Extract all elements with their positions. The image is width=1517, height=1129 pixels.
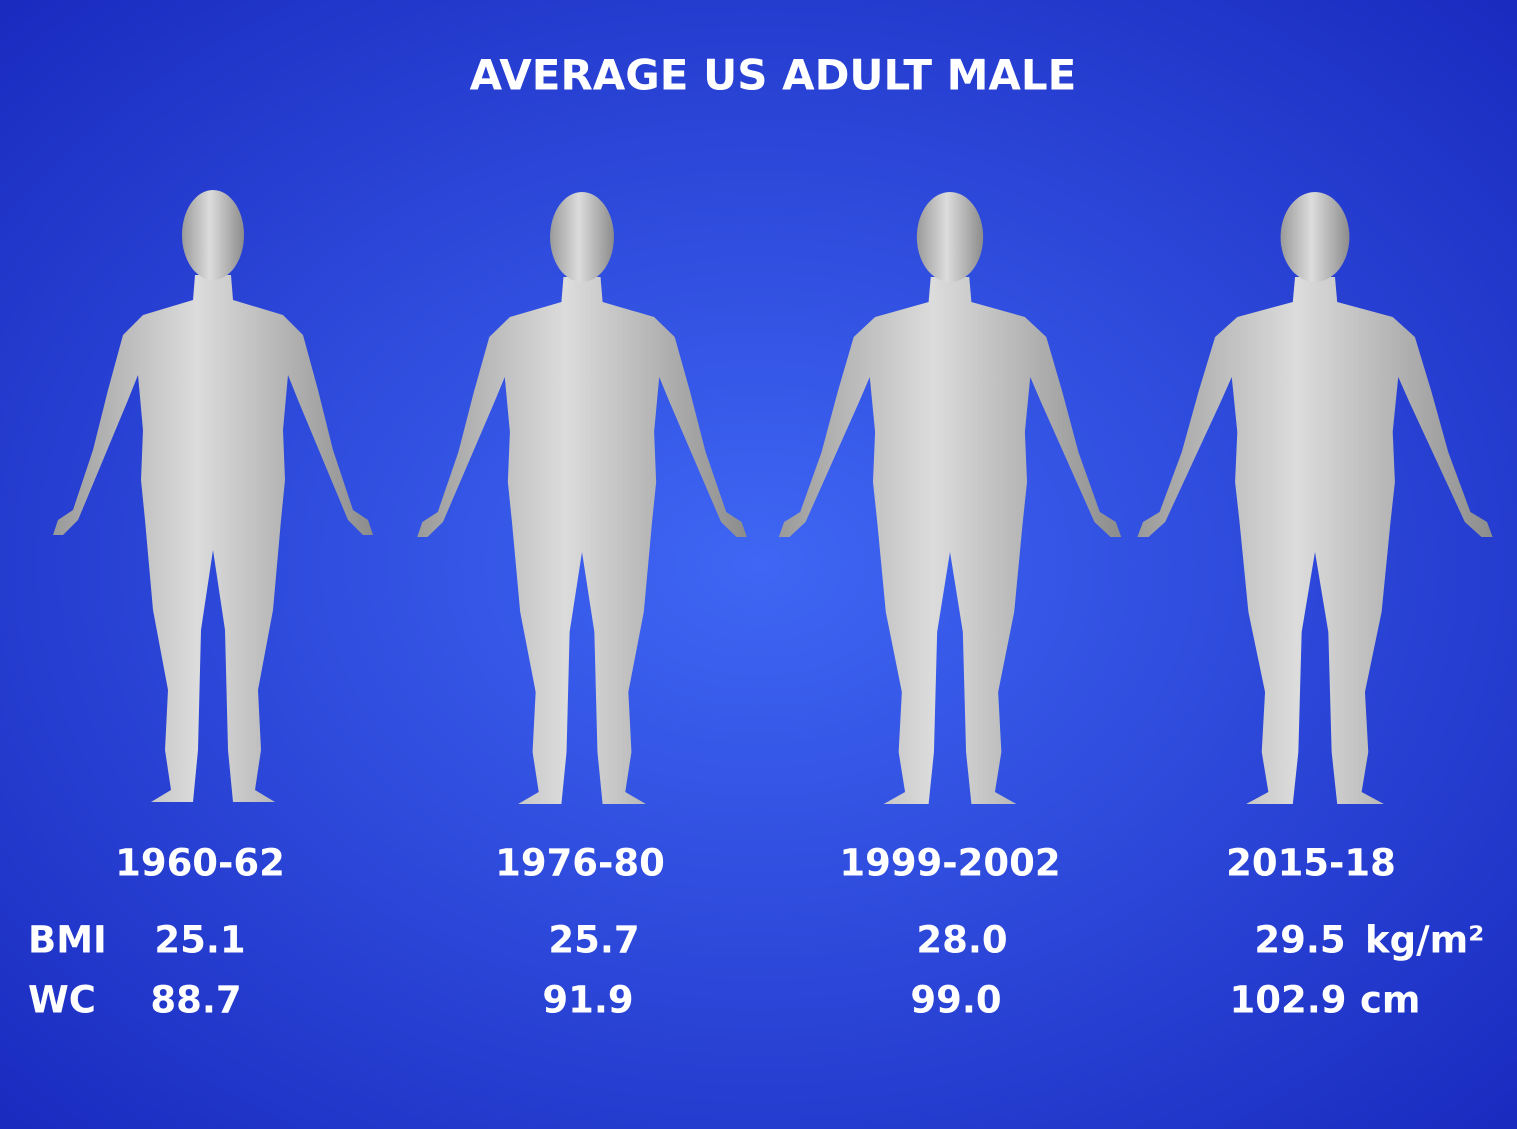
- value: 25.7: [548, 919, 639, 962]
- period: 1976-80: [495, 842, 665, 885]
- value: 25.1: [154, 919, 245, 962]
- value: 91.9: [542, 979, 633, 1022]
- title: AVERAGE US ADULT MALE: [470, 51, 1077, 100]
- unit: kg/m²: [1365, 919, 1484, 962]
- value: 102.9: [1229, 979, 1346, 1022]
- value: 88.7: [150, 979, 241, 1022]
- value: 28.0: [916, 919, 1007, 962]
- row-label: BMI: [28, 919, 107, 962]
- period: 1999-2002: [839, 842, 1060, 885]
- period: 2015-18: [1226, 842, 1396, 885]
- unit: cm: [1360, 979, 1421, 1022]
- value: 29.5: [1254, 919, 1345, 962]
- row-label: WC: [28, 979, 96, 1022]
- value: 99.0: [910, 979, 1001, 1022]
- period: 1960-62: [115, 842, 285, 885]
